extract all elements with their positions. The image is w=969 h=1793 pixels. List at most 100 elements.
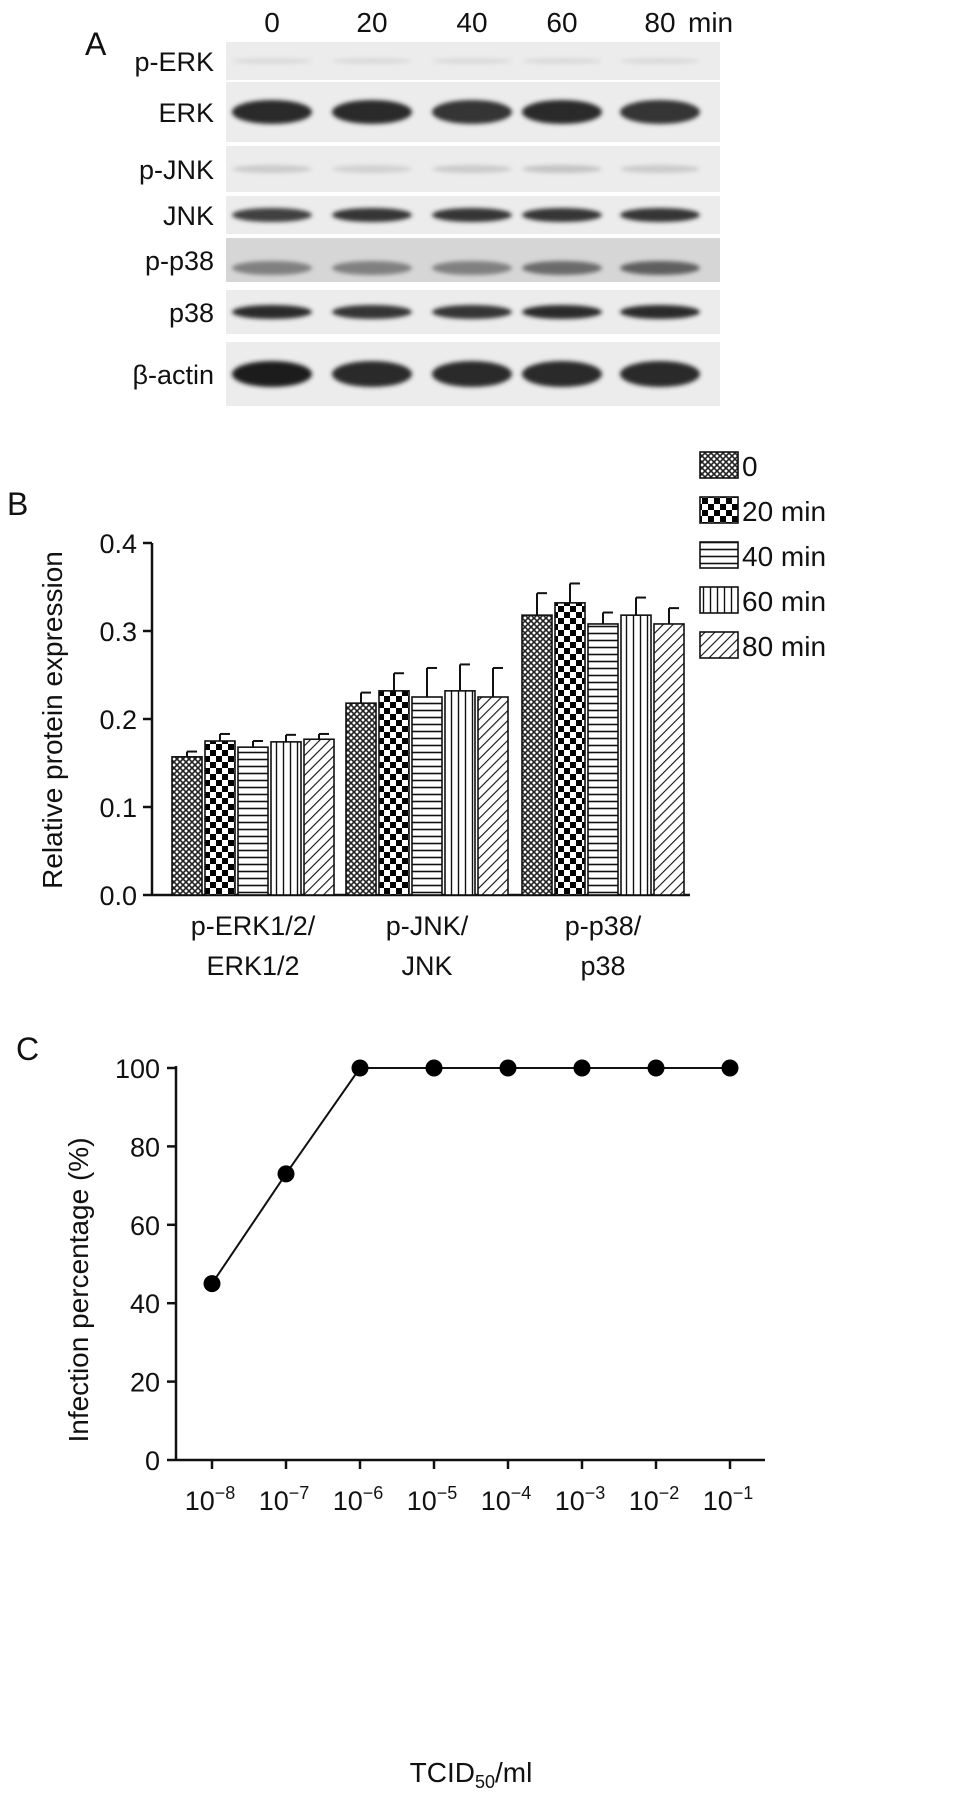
blot-row-label: β-actin <box>132 360 214 390</box>
x-tick-label: 10−5 <box>407 1483 458 1516</box>
x-tick-base: 10 <box>333 1486 363 1516</box>
y-tick-label: 60 <box>130 1211 160 1241</box>
blot-band <box>620 361 700 387</box>
legend-swatch <box>699 496 739 524</box>
x-tick-exponent: −6 <box>363 1483 384 1503</box>
bar <box>477 696 509 896</box>
blot-band <box>432 100 512 124</box>
line-chart: Infection percentage (%) TCID50/ml 0 20 40… <box>63 1054 765 1792</box>
y-tick-label: 0.2 <box>99 705 137 735</box>
blot-band <box>522 165 602 173</box>
blot-band <box>232 58 312 64</box>
time-label: 0 <box>264 7 280 38</box>
legend-label: 20 min <box>742 496 826 527</box>
x-tick-label: 10−8 <box>185 1483 236 1516</box>
blot-band <box>332 165 412 173</box>
y-tick-label: 0 <box>145 1446 160 1476</box>
data-line <box>211 1067 730 1285</box>
x-category-label: ERK1/2 <box>206 951 299 981</box>
x-category-label: p-p38/ <box>565 911 642 941</box>
x-axis-label-subscript: 50 <box>475 1772 495 1792</box>
time-label: 80 <box>644 7 675 38</box>
time-unit-label: min <box>688 7 733 38</box>
x-category-label: p-ERK1/2/ <box>191 911 316 941</box>
blot-band <box>232 361 312 387</box>
blot-band <box>620 58 700 64</box>
x-tick-label: 10−3 <box>555 1483 606 1516</box>
bar <box>237 746 269 896</box>
time-label: 40 <box>456 7 487 38</box>
legend-swatch <box>699 586 739 614</box>
x-tick-base: 10 <box>555 1486 585 1516</box>
y-tick-label: 40 <box>130 1289 160 1319</box>
y-tick-label: 80 <box>130 1132 160 1162</box>
bar <box>554 602 586 896</box>
blot-band <box>332 305 412 319</box>
data-point <box>721 1059 739 1077</box>
panel-a-label: A <box>85 26 107 62</box>
y-tick-label: 0.1 <box>99 793 137 823</box>
bar <box>171 756 203 896</box>
data-point <box>573 1059 591 1077</box>
bar <box>521 614 553 896</box>
x-tick-base: 10 <box>259 1486 289 1516</box>
blot-band <box>432 208 512 222</box>
bar <box>411 696 443 896</box>
blot-band <box>332 361 412 387</box>
legend-label: 0 <box>742 451 758 482</box>
x-tick-label: 10−6 <box>333 1483 384 1516</box>
x-tick-base: 10 <box>481 1486 511 1516</box>
bar <box>620 614 652 896</box>
bar <box>303 738 335 896</box>
blot-row-label: JNK <box>163 201 214 231</box>
legend-label: 80 min <box>742 631 826 662</box>
y-tick-label: 100 <box>115 1054 160 1084</box>
blot-band <box>432 305 512 319</box>
x-tick-label: 10−7 <box>259 1483 310 1516</box>
bar <box>345 702 377 896</box>
blot-band <box>232 165 312 173</box>
data-point <box>425 1059 443 1077</box>
blot-band <box>522 261 602 275</box>
blot-row-label: p-ERK <box>134 47 214 77</box>
blot-band <box>522 58 602 64</box>
blot-band <box>232 100 312 124</box>
y-tick-label: 20 <box>130 1368 160 1398</box>
x-category-label: JNK <box>401 951 452 981</box>
x-tick-base: 10 <box>629 1486 659 1516</box>
y-tick-label: 0.4 <box>99 529 137 559</box>
time-label: 60 <box>546 7 577 38</box>
blot-band <box>332 100 412 124</box>
bar <box>378 690 410 896</box>
blot-row-label: ERK <box>158 98 214 128</box>
data-point <box>277 1165 295 1183</box>
blot-row-label: p-p38 <box>145 246 214 276</box>
line-chart-y-axis-label: Infection percentage (%) <box>63 1137 94 1442</box>
x-category-label: p-JNK/ <box>386 911 469 941</box>
bar-chart-y-axis-label: Relative protein expression <box>37 551 68 889</box>
blot-band <box>522 305 602 319</box>
bar-chart: Relative protein expression 0.0 0.1 0.2 0.3… <box>37 451 826 981</box>
blot-band <box>522 208 602 222</box>
data-point <box>499 1059 517 1077</box>
blot-band <box>522 100 602 124</box>
bar <box>204 740 236 896</box>
data-point <box>351 1059 369 1077</box>
x-axis-label-tail: /ml <box>495 1757 532 1788</box>
legend-swatch <box>699 541 739 569</box>
x-tick-exponent: −2 <box>659 1483 680 1503</box>
x-tick-exponent: −3 <box>585 1483 606 1503</box>
legend-swatch <box>699 451 739 479</box>
bar <box>587 623 619 896</box>
x-tick-label: 10−4 <box>481 1483 532 1516</box>
x-tick-label: 10−2 <box>629 1483 680 1516</box>
blot-band <box>620 100 700 124</box>
data-point <box>203 1275 221 1293</box>
x-tick-exponent: −7 <box>289 1483 310 1503</box>
bar <box>653 623 685 896</box>
legend-label: 60 min <box>742 586 826 617</box>
western-blot: 0 20 40 60 80 min p-ERK ERK p-JNK JNK p-p38 p38 β-ac… <box>132 7 733 406</box>
x-axis-label-main: TCID <box>410 1757 475 1788</box>
x-tick-exponent: −4 <box>511 1483 532 1503</box>
